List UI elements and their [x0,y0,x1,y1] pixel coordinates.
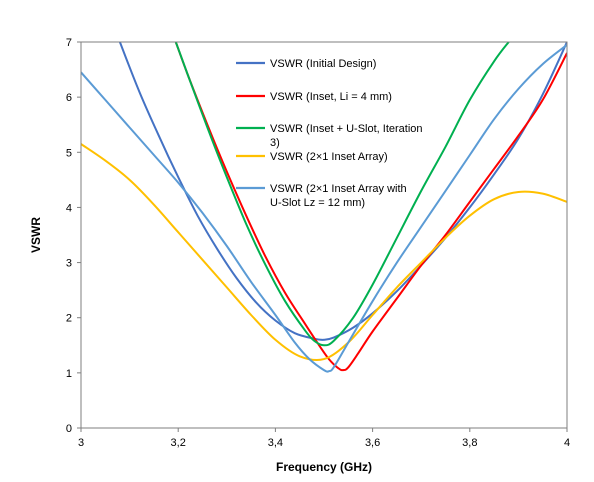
y-tick-label: 4 [66,202,72,214]
series-line-3 [174,42,510,347]
y-tick-label: 6 [66,92,72,104]
y-tick-label: 2 [66,313,72,325]
y-tick-label: 7 [66,37,72,49]
series-layer [81,42,567,373]
y-axis-title: VSWR [29,217,43,253]
series-line-1 [118,42,567,341]
plot-frame [80,41,568,429]
x-tick-label: 3,8 [462,437,477,449]
x-tick-label: 3,2 [171,437,186,449]
legend-label-1: VSWR (Initial Design) [270,58,376,70]
x-tick-label: 4 [564,437,570,449]
legend-label-3: VSWR (Inset + U-Slot, Iteration 3) [270,123,423,149]
series-line-5 [81,44,567,373]
y-axis-ticks: 0 1 2 3 4 5 6 7 [66,37,81,435]
legend-label-5: VSWR (2×1 Inset Array with U-Slot Lz = 12… [270,183,407,209]
x-axis-ticks: 3 3,2 3,4 3,6 3,8 4 [78,428,570,449]
y-tick-label: 3 [66,258,72,270]
y-tick-label: 1 [66,368,72,380]
y-tick-label: 0 [66,423,72,435]
legend: VSWR (Initial Design) VSWR (Inset, Li = 4… [236,58,423,209]
legend-label-2: VSWR (Inset, Li = 4 mm) [270,91,392,103]
series-line-2 [174,42,567,372]
x-axis-title: Frequency (GHz) [276,460,372,474]
x-tick-label: 3,4 [268,437,283,449]
x-tick-label: 3,6 [365,437,380,449]
x-tick-label: 3 [78,437,84,449]
series-line-4 [81,143,567,362]
legend-label-4: VSWR (2×1 Inset Array) [270,151,388,163]
y-tick-label: 5 [66,147,72,159]
